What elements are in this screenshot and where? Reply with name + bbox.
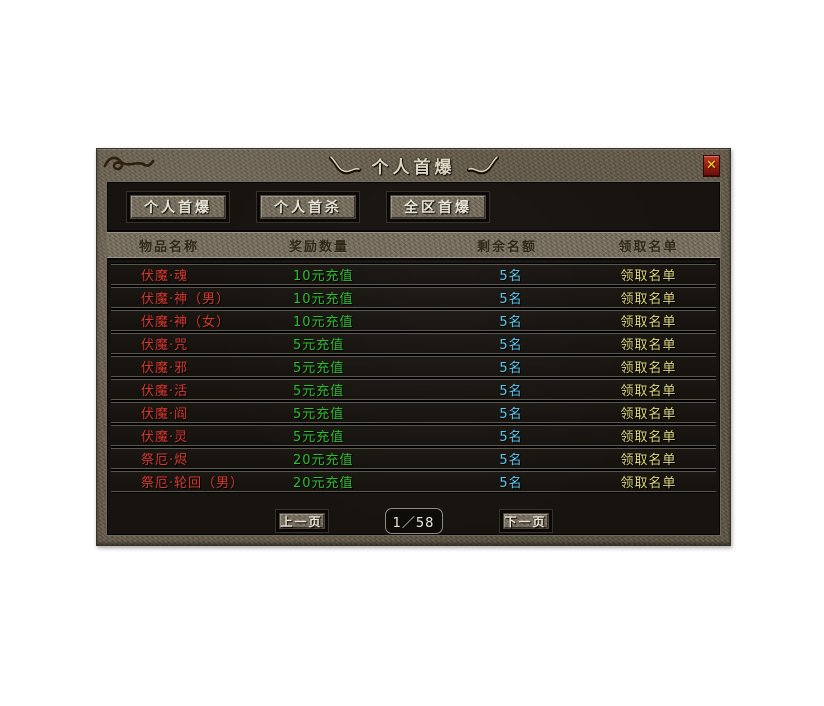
remaining-slots: 5名 — [499, 453, 523, 468]
page-indicator: 1／58 — [384, 508, 443, 534]
tab-label: 全区首爆 — [390, 195, 486, 219]
reward-amount: 20元充值 — [293, 476, 354, 491]
table-row: 伏魔·阎 5元充值 5名 领取名单 — [111, 402, 716, 423]
table-body: 伏魔·魂 10元充值 5名 领取名单 伏魔·神（男） 10元充值 5名 领取名单… — [111, 264, 716, 494]
next-page-button[interactable]: 下一页 — [498, 509, 553, 533]
reward-amount: 10元充值 — [293, 269, 354, 284]
claim-list-link[interactable]: 领取名单 — [620, 269, 677, 284]
prev-page-button[interactable]: 上一页 — [274, 509, 329, 533]
reward-amount: 10元充值 — [293, 292, 354, 307]
table-row: 祭厄·烬 20元充值 5名 领取名单 — [111, 448, 716, 469]
tab-label: 个人首杀 — [260, 195, 356, 219]
item-name: 祭厄·轮回（男） — [141, 476, 245, 491]
claim-list-link[interactable]: 领取名单 — [620, 407, 677, 422]
item-name: 伏魔·神（女） — [141, 315, 231, 330]
header-item-name: 物品名称 — [139, 239, 200, 255]
table-row: 伏魔·邪 5元充值 5名 领取名单 — [111, 356, 716, 377]
claim-list-link[interactable]: 领取名单 — [620, 453, 677, 468]
remaining-slots: 5名 — [499, 384, 523, 399]
item-name: 伏魔·魂 — [141, 269, 189, 284]
claim-list-link[interactable]: 领取名单 — [620, 338, 677, 353]
window-title: 个人首爆 — [371, 157, 456, 178]
item-name: 伏魔·灵 — [141, 430, 189, 445]
reward-amount: 5元充值 — [293, 407, 345, 422]
table-row: 祭厄·轮回（男） 20元充值 5名 领取名单 — [111, 471, 716, 492]
reward-amount: 5元充值 — [293, 361, 345, 376]
claim-list-link[interactable]: 领取名单 — [620, 361, 677, 376]
reward-amount: 5元充值 — [293, 338, 345, 353]
remaining-slots: 5名 — [499, 292, 523, 307]
item-name: 伏魔·邪 — [141, 361, 189, 376]
table-row: 伏魔·神（女） 10元充值 5名 领取名单 — [111, 310, 716, 331]
table-row: 伏魔·咒 5元充值 5名 领取名单 — [111, 333, 716, 354]
remaining-slots: 5名 — [499, 361, 523, 376]
item-name: 伏魔·神（男） — [141, 292, 231, 307]
remaining-slots: 5名 — [499, 338, 523, 353]
tab-personal-first-drop[interactable]: 个人首爆 — [126, 191, 230, 223]
next-page-label: 下一页 — [502, 513, 549, 529]
title-bar: 个人首爆 ✕ — [97, 149, 730, 181]
table-header: 物品名称 奖励数量 剩余名额 领取名单 — [107, 232, 720, 258]
pagination: 上一页 1／58 下一页 — [107, 507, 720, 535]
header-reward-amount: 奖励数量 — [289, 239, 350, 255]
title-right-flourish-icon — [466, 156, 499, 175]
tab-personal-first-kill[interactable]: 个人首杀 — [256, 191, 360, 223]
remaining-slots: 5名 — [499, 315, 523, 330]
table-row: 伏魔·神（男） 10元充值 5名 领取名单 — [111, 287, 716, 308]
item-name: 祭厄·烬 — [141, 453, 189, 468]
claim-list-link[interactable]: 领取名单 — [620, 315, 677, 330]
corner-vine-ornament — [103, 156, 155, 171]
close-button[interactable]: ✕ — [703, 155, 720, 177]
tab-server-first-drop[interactable]: 全区首爆 — [386, 191, 490, 223]
table-row: 伏魔·灵 5元充值 5名 领取名单 — [111, 425, 716, 446]
claim-list-link[interactable]: 领取名单 — [620, 430, 677, 445]
reward-amount: 5元充值 — [293, 384, 345, 399]
title-left-flourish-icon — [328, 156, 361, 175]
header-remaining-slots: 剩余名额 — [476, 239, 537, 255]
item-name: 伏魔·咒 — [141, 338, 189, 353]
tab-label: 个人首爆 — [130, 195, 226, 219]
item-name: 伏魔·阎 — [141, 407, 189, 422]
first-drop-window: 个人首爆 ✕ 个人首爆 个人首杀 全区首爆 物品名称 奖励数量 剩余名额 — [96, 148, 731, 546]
claim-list-link[interactable]: 领取名单 — [620, 476, 677, 491]
claim-list-link[interactable]: 领取名单 — [620, 292, 677, 307]
item-name: 伏魔·活 — [141, 384, 189, 399]
reward-amount: 5元充值 — [293, 430, 345, 445]
table-row: 伏魔·活 5元充值 5名 领取名单 — [111, 379, 716, 400]
remaining-slots: 5名 — [499, 269, 523, 284]
remaining-slots: 5名 — [499, 476, 523, 491]
prev-page-label: 上一页 — [278, 513, 325, 529]
claim-list-link[interactable]: 领取名单 — [620, 384, 677, 399]
remaining-slots: 5名 — [499, 430, 523, 445]
remaining-slots: 5名 — [499, 407, 523, 422]
tab-bar: 个人首爆 个人首杀 全区首爆 — [126, 191, 490, 223]
content-panel: 个人首爆 个人首杀 全区首爆 物品名称 奖励数量 剩余名额 领取名单 伏魔·魂 … — [106, 181, 721, 536]
reward-amount: 20元充值 — [293, 453, 354, 468]
table-row: 伏魔·魂 10元充值 5名 领取名单 — [111, 264, 716, 285]
reward-amount: 10元充值 — [293, 315, 354, 330]
header-claim-list: 领取名单 — [618, 239, 679, 255]
